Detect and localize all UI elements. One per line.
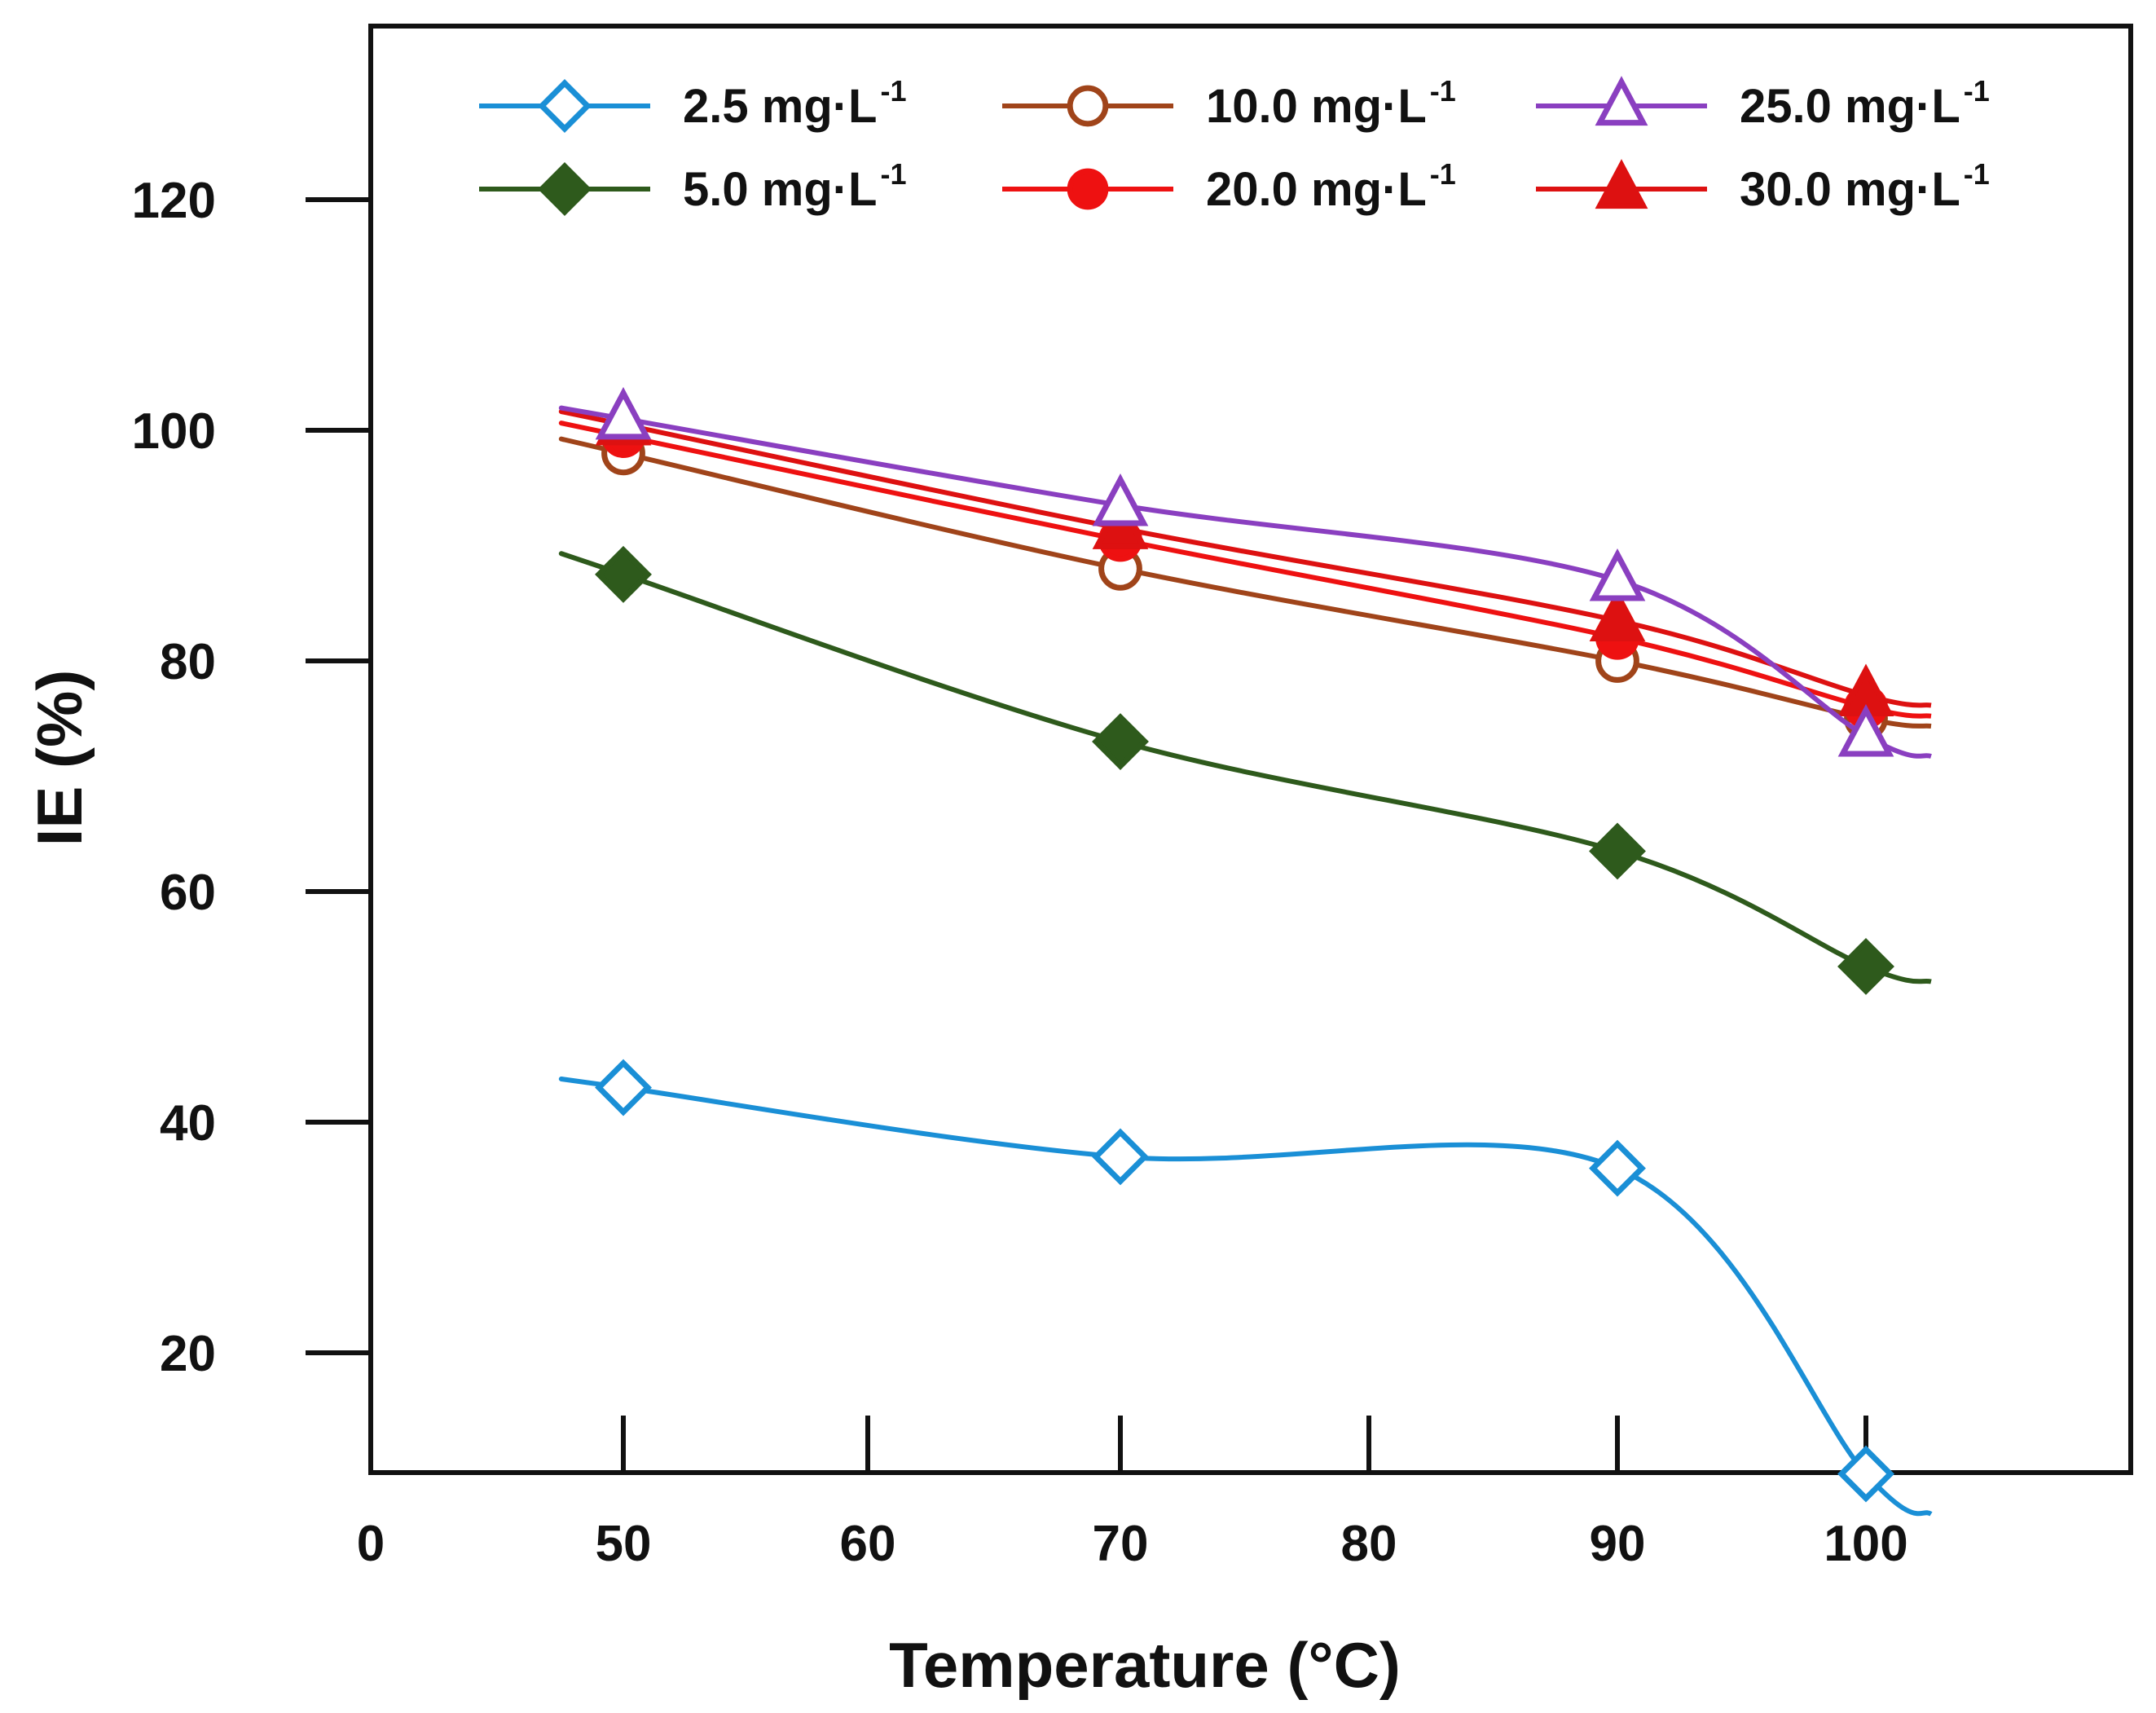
legend-superscript: -1 xyxy=(881,157,907,191)
legend-item: 20.0 mg·L -1 xyxy=(1002,157,1456,216)
y-tick-label: 20 xyxy=(160,1326,216,1382)
x-tick-label: 60 xyxy=(840,1516,896,1572)
plot-frame xyxy=(368,24,2133,1475)
legend-superscript: -1 xyxy=(881,74,907,108)
legend-label: 5.0 mg·L -1 xyxy=(683,157,907,216)
series-line xyxy=(558,421,1932,719)
series-4 xyxy=(558,386,1932,759)
y-axis: 20 40 60 80 100 120 xyxy=(132,173,371,1382)
x-tick-label: 90 xyxy=(1590,1516,1646,1572)
data-point xyxy=(1837,938,1894,995)
data-point xyxy=(1092,1128,1149,1186)
legend-superscript: -1 xyxy=(1430,157,1456,191)
legend-item: 25.0 mg·L -1 xyxy=(1536,74,1990,133)
x-tick-label: 70 xyxy=(1093,1516,1149,1572)
data-point xyxy=(1837,1445,1894,1503)
data-point xyxy=(1589,588,1646,642)
data-point xyxy=(1589,548,1646,601)
series-line xyxy=(558,405,1932,759)
series-0 xyxy=(558,1059,1933,1517)
x-tick-label: 100 xyxy=(1824,1516,1907,1572)
data-point xyxy=(1092,713,1149,770)
x-axis: 0 50 60 70 80 90 100 xyxy=(357,1416,1908,1572)
legend-label: 30.0 mg·L -1 xyxy=(1740,157,1990,216)
x-tick-label: 50 xyxy=(596,1516,652,1572)
series-line xyxy=(558,551,1932,984)
legend: 2.5 mg·L -1 10.0 mg·L -1 25.0 mg·L -1 5.0 mg·L… xyxy=(479,74,1990,216)
legend-marker xyxy=(1595,76,1648,126)
legend-label: 25.0 mg·L -1 xyxy=(1740,74,1990,133)
series-line xyxy=(558,436,1932,729)
legend-item: 5.0 mg·L -1 xyxy=(479,157,907,216)
legend-label: 20.0 mg·L -1 xyxy=(1206,157,1456,216)
y-tick-label: 100 xyxy=(132,403,216,460)
data-point xyxy=(1589,1139,1646,1197)
y-axis-title: IE (%) xyxy=(24,670,95,847)
legend-superscript: -1 xyxy=(1964,157,1990,191)
series-line xyxy=(558,1076,1933,1517)
legend-label: 10.0 mg·L -1 xyxy=(1206,74,1456,133)
legend-label: 2.5 mg·L -1 xyxy=(683,74,907,133)
series-1 xyxy=(558,545,1932,995)
y-tick-label: 60 xyxy=(160,865,216,921)
legend-item: 10.0 mg·L -1 xyxy=(1002,74,1456,133)
data-point xyxy=(1092,473,1149,526)
series-line xyxy=(558,409,1932,708)
legend-item: 2.5 mg·L -1 xyxy=(479,74,907,133)
y-tick-label: 80 xyxy=(160,634,216,690)
y-tick-label: 40 xyxy=(160,1095,216,1152)
legend-superscript: -1 xyxy=(1430,74,1456,108)
legend-marker xyxy=(1595,159,1648,209)
data-point xyxy=(595,545,652,603)
legend-marker xyxy=(1067,85,1109,127)
data-point xyxy=(1589,822,1646,880)
x-tick-label: 80 xyxy=(1341,1516,1397,1572)
x-tick-label: 0 xyxy=(357,1516,385,1572)
legend-marker xyxy=(1067,168,1109,210)
x-axis-title: Temperature (°C) xyxy=(889,1629,1401,1701)
data-point xyxy=(595,1059,652,1116)
data-point xyxy=(1837,704,1894,757)
legend-item: 30.0 mg·L -1 xyxy=(1536,157,1990,216)
legend-marker xyxy=(538,79,592,133)
legend-superscript: -1 xyxy=(1964,74,1990,108)
series-layer xyxy=(558,386,1933,1517)
series-2 xyxy=(558,431,1932,741)
data-point xyxy=(595,386,652,440)
y-tick-label: 120 xyxy=(132,173,216,229)
legend-marker xyxy=(538,162,592,216)
series-3 xyxy=(558,414,1932,729)
